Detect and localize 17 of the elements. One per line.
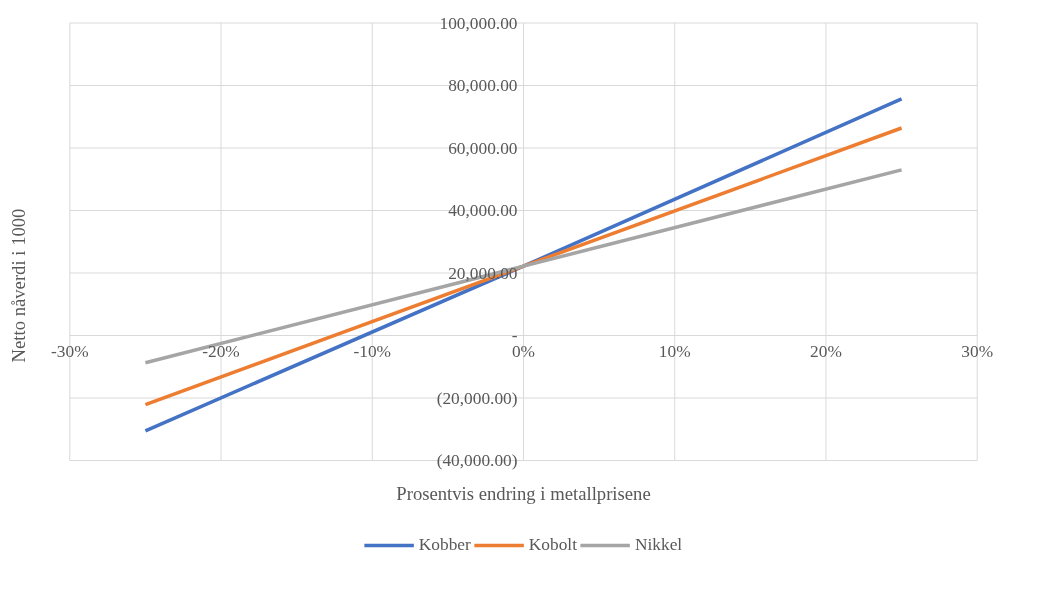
x-tick-label: -10% (353, 341, 392, 361)
y-axis-title: Netto nåverdi i 1000 (7, 208, 29, 363)
x-tick-label: 30% (961, 341, 994, 361)
x-tick-label: -20% (202, 341, 240, 361)
y-tick-label: (20,000.00) (436, 388, 518, 408)
x-axis-title: Prosentvis endring i metallprisene (396, 482, 651, 504)
legend-label: Kobber (418, 535, 471, 555)
y-tick-label: 80,000.00 (448, 76, 518, 95)
x-tick-label: 10% (658, 341, 691, 361)
y-tick-label: 40,000.00 (448, 201, 518, 220)
y-tick-label: 100,000.00 (439, 13, 518, 33)
y-tick-label: (40,000.00) (436, 451, 518, 470)
legend-label: Nikkel (634, 535, 683, 555)
legend-label: Kobolt (528, 535, 577, 555)
y-tick-label: 60,000.00 (448, 138, 518, 158)
x-tick-label: 20% (810, 341, 842, 361)
x-tick-label: -30% (51, 341, 89, 361)
